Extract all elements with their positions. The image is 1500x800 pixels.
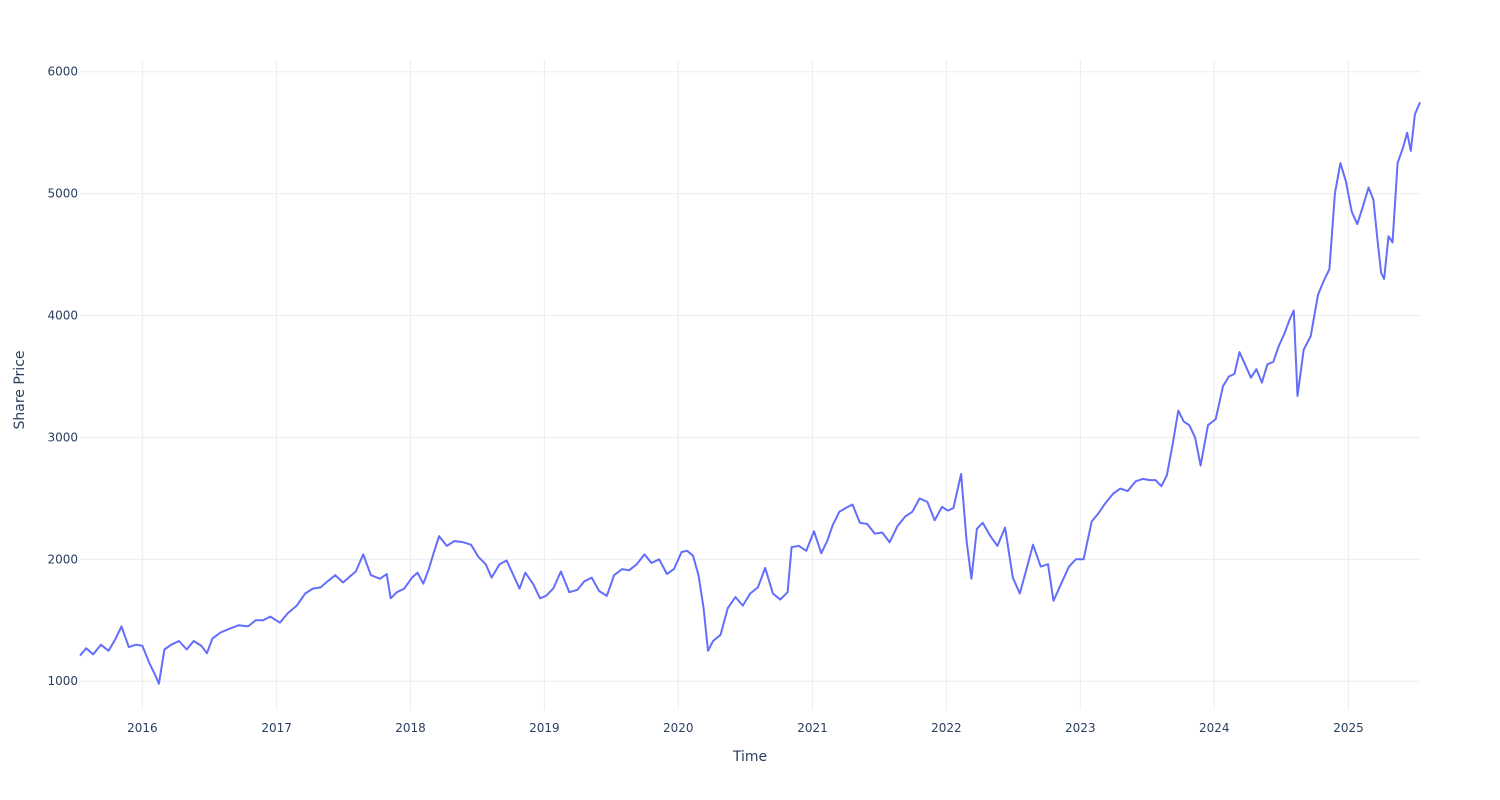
tick-layer: 1000 2000 3000 4000 5000 6000 2016 2017 2018 2019… xyxy=(47,65,1363,735)
x-tick-label: 2020 xyxy=(663,721,694,735)
x-tick-label: 2024 xyxy=(1199,721,1230,735)
x-tick-label: 2021 xyxy=(797,721,828,735)
series-layer xyxy=(79,101,1421,685)
x-axis-title: Time xyxy=(732,749,767,765)
x-tick-label: 2018 xyxy=(395,721,426,735)
y-tick-label: 5000 xyxy=(47,187,78,201)
x-tick-label: 2025 xyxy=(1333,721,1364,735)
x-tick-label: 2023 xyxy=(1065,721,1096,735)
price-series-line xyxy=(79,101,1421,685)
y-tick-label: 1000 xyxy=(47,674,78,688)
x-tick-label: 2019 xyxy=(529,721,560,735)
x-tick-label: 2016 xyxy=(127,721,158,735)
y-tick-label: 4000 xyxy=(47,309,78,323)
y-tick-label: 3000 xyxy=(47,430,78,444)
y-axis-title: Share Price xyxy=(12,350,28,429)
x-tick-label: 2022 xyxy=(931,721,962,735)
x-tick-label: 2017 xyxy=(261,721,292,735)
grid-layer xyxy=(80,60,1420,710)
y-tick-label: 6000 xyxy=(47,65,78,79)
y-tick-label: 2000 xyxy=(47,552,78,566)
